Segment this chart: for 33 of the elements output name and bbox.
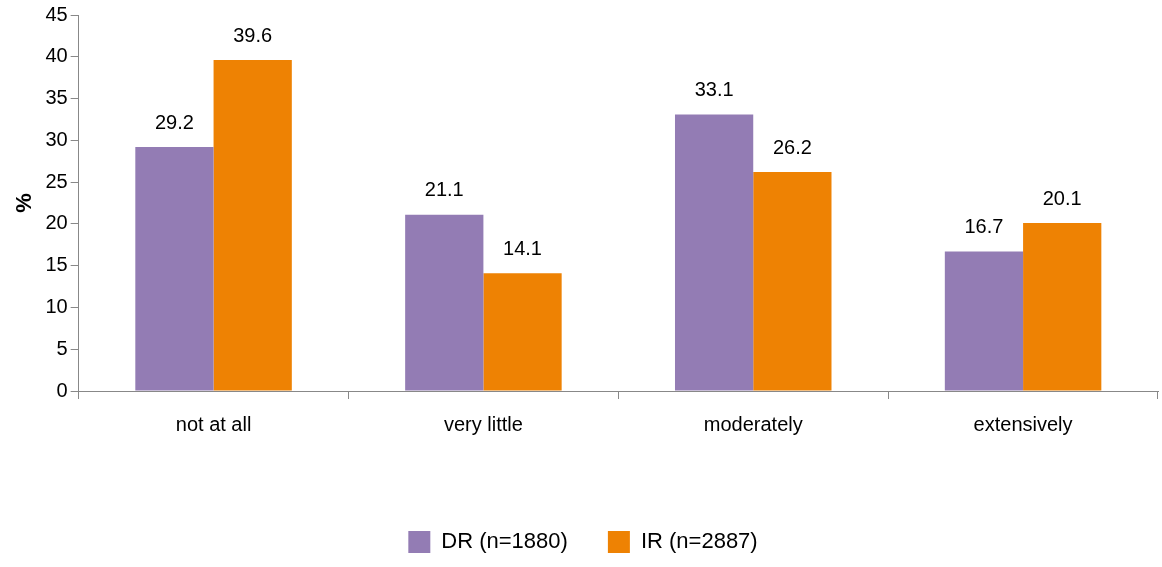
y-tick-label: 25	[45, 169, 68, 192]
bar	[944, 251, 1024, 391]
bar	[674, 114, 754, 391]
legend-label: IR (n=2887)	[640, 528, 758, 554]
y-tick-label: 10	[45, 294, 68, 317]
y-axis-title: %	[11, 193, 37, 213]
y-tick-label: 30	[45, 127, 68, 150]
data-label: 39.6	[233, 23, 273, 46]
bar	[483, 273, 562, 391]
x-tick-label: not at all	[175, 412, 252, 435]
bar	[405, 214, 484, 391]
y-tick-label: 5	[56, 336, 68, 359]
x-tick-label: moderately	[703, 412, 803, 435]
data-label: 16.7	[964, 214, 1004, 237]
legend-label: DR (n=1880)	[441, 528, 568, 554]
x-tick-label: very little	[443, 412, 523, 435]
data-label: 21.1	[424, 178, 464, 201]
bar	[753, 172, 832, 391]
data-label: 14.1	[503, 236, 542, 259]
bar	[135, 147, 214, 391]
y-tick-label: 0	[56, 378, 68, 401]
bar	[213, 60, 292, 391]
bar	[1023, 223, 1102, 391]
data-label: 33.1	[694, 77, 734, 100]
data-label: 29.2	[154, 110, 194, 133]
x-tick-label: extensively	[973, 412, 1073, 435]
y-tick-label: 40	[45, 44, 68, 67]
y-tick-label: 20	[45, 211, 68, 234]
y-tick-label: 35	[45, 86, 68, 109]
y-tick-label: 45	[45, 2, 68, 25]
data-label: 20.1	[1042, 186, 1082, 209]
data-label: 26.2	[772, 135, 812, 158]
y-tick-label: 15	[45, 253, 68, 276]
